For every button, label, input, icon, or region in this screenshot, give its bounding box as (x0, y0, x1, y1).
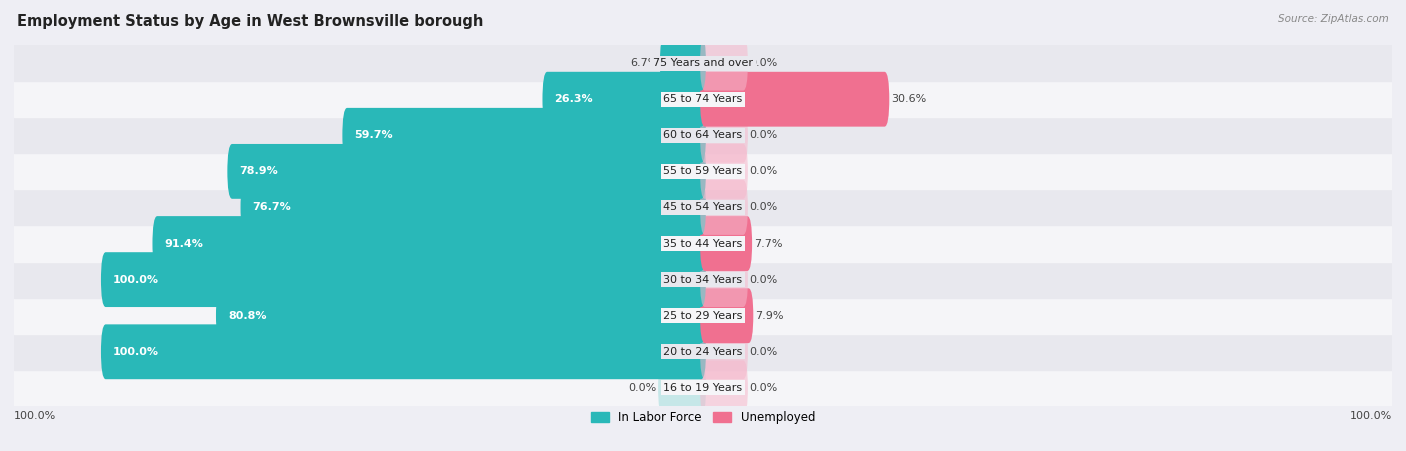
Text: 7.9%: 7.9% (755, 311, 783, 321)
FancyBboxPatch shape (543, 72, 706, 127)
Text: 0.0%: 0.0% (749, 202, 778, 212)
Text: 76.7%: 76.7% (253, 202, 291, 212)
Text: 45 to 54 Years: 45 to 54 Years (664, 202, 742, 212)
Text: Source: ZipAtlas.com: Source: ZipAtlas.com (1278, 14, 1389, 23)
FancyBboxPatch shape (101, 324, 706, 379)
Legend: In Labor Force, Unemployed: In Labor Force, Unemployed (586, 406, 820, 429)
Text: 100.0%: 100.0% (112, 275, 159, 285)
Text: 7.7%: 7.7% (754, 239, 782, 249)
FancyBboxPatch shape (700, 252, 748, 307)
Text: 100.0%: 100.0% (1350, 411, 1392, 421)
Text: 0.0%: 0.0% (749, 166, 778, 176)
Bar (14, 153, 1392, 189)
Text: 6.7%: 6.7% (630, 58, 658, 68)
FancyBboxPatch shape (700, 72, 890, 127)
Text: 60 to 64 Years: 60 to 64 Years (664, 130, 742, 140)
Text: 26.3%: 26.3% (554, 94, 593, 104)
Text: 80.8%: 80.8% (228, 311, 266, 321)
Text: 30.6%: 30.6% (891, 94, 927, 104)
Text: 20 to 24 Years: 20 to 24 Years (664, 347, 742, 357)
FancyBboxPatch shape (101, 252, 706, 307)
FancyBboxPatch shape (700, 180, 748, 235)
Text: 25 to 29 Years: 25 to 29 Years (664, 311, 742, 321)
Text: 0.0%: 0.0% (749, 58, 778, 68)
Bar (14, 262, 1392, 298)
FancyBboxPatch shape (700, 360, 748, 415)
Text: 91.4%: 91.4% (165, 239, 204, 249)
Bar (14, 45, 1392, 81)
Bar (14, 370, 1392, 406)
Text: 100.0%: 100.0% (14, 411, 56, 421)
Text: 0.0%: 0.0% (628, 383, 657, 393)
Text: 0.0%: 0.0% (749, 383, 778, 393)
FancyBboxPatch shape (700, 108, 748, 163)
Text: 59.7%: 59.7% (354, 130, 392, 140)
FancyBboxPatch shape (700, 216, 752, 271)
FancyBboxPatch shape (152, 216, 706, 271)
FancyBboxPatch shape (217, 288, 706, 343)
Text: 100.0%: 100.0% (112, 347, 159, 357)
Text: 75 Years and over: 75 Years and over (652, 58, 754, 68)
FancyBboxPatch shape (700, 288, 754, 343)
Bar (14, 117, 1392, 153)
Bar (14, 189, 1392, 226)
Bar (14, 81, 1392, 117)
Text: Employment Status by Age in West Brownsville borough: Employment Status by Age in West Brownsv… (17, 14, 484, 28)
FancyBboxPatch shape (700, 324, 748, 379)
FancyBboxPatch shape (658, 360, 706, 415)
Text: 65 to 74 Years: 65 to 74 Years (664, 94, 742, 104)
FancyBboxPatch shape (659, 36, 706, 91)
FancyBboxPatch shape (700, 144, 748, 199)
FancyBboxPatch shape (342, 108, 706, 163)
FancyBboxPatch shape (240, 180, 706, 235)
Text: 0.0%: 0.0% (749, 275, 778, 285)
Bar (14, 298, 1392, 334)
Bar (14, 226, 1392, 262)
Bar (14, 334, 1392, 370)
Text: 0.0%: 0.0% (749, 347, 778, 357)
Text: 0.0%: 0.0% (749, 130, 778, 140)
Text: 16 to 19 Years: 16 to 19 Years (664, 383, 742, 393)
Text: 55 to 59 Years: 55 to 59 Years (664, 166, 742, 176)
FancyBboxPatch shape (700, 36, 748, 91)
Text: 30 to 34 Years: 30 to 34 Years (664, 275, 742, 285)
Text: 35 to 44 Years: 35 to 44 Years (664, 239, 742, 249)
FancyBboxPatch shape (228, 144, 706, 199)
Text: 78.9%: 78.9% (239, 166, 278, 176)
